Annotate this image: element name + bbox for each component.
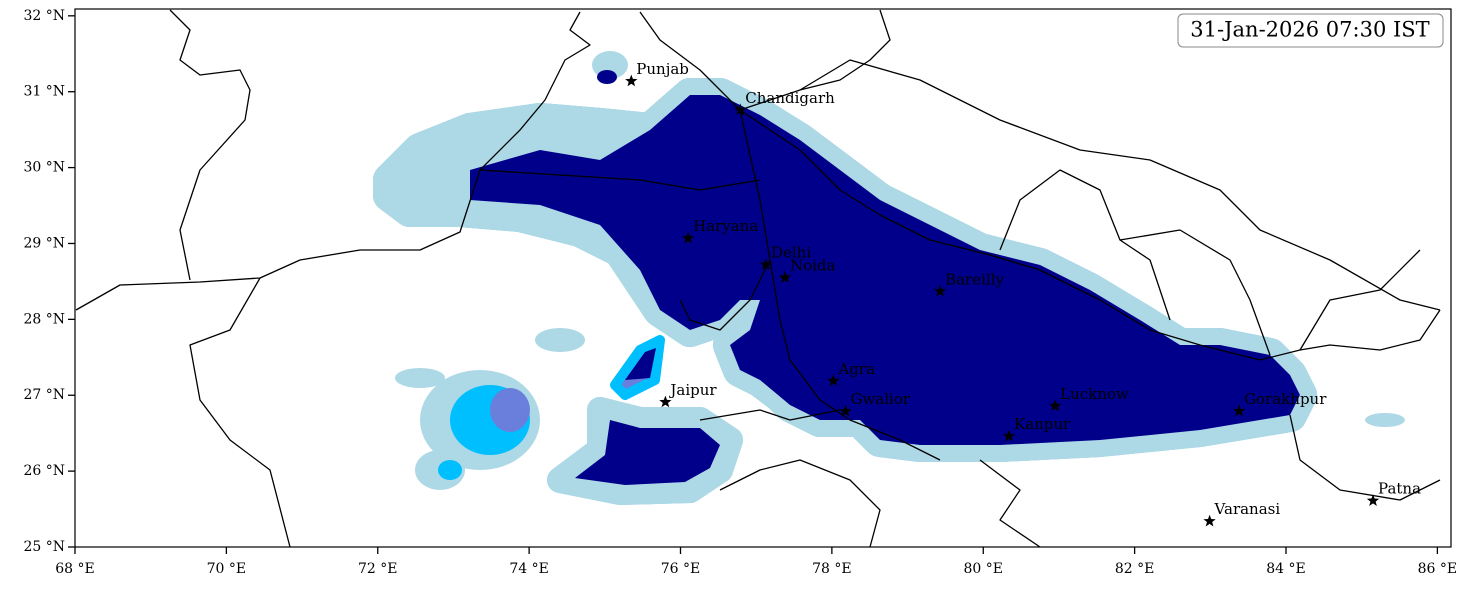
place-label: Haryana: [693, 217, 758, 235]
fog-rajasthan: [395, 51, 1405, 505]
y-tick-label: 31 °N: [23, 84, 65, 100]
place-marker: [1366, 494, 1380, 506]
y-tick-label: 30 °N: [23, 160, 65, 176]
border: [679, 109, 771, 331]
place-marker: [839, 404, 852, 417]
place-marker: [778, 271, 792, 283]
y-tick-label: 32 °N: [23, 8, 65, 24]
place-marker: [734, 103, 747, 116]
x-tick-label: 86 °E: [1418, 561, 1457, 577]
x-tick-label: 82 °E: [1115, 561, 1154, 577]
axes: 68 °E 70 °E 72 °E 74 °E 76 °E 78 °E 80 °E 82 °E…: [23, 8, 1457, 577]
y-tick-label: 27 °N: [23, 387, 65, 403]
place-label: Patna: [1378, 480, 1421, 498]
x-tick-label: 74 °E: [509, 561, 548, 577]
timestamp-box: [1177, 13, 1444, 48]
y-tick-label: 26 °N: [23, 463, 65, 479]
place-label: Chandigarh: [745, 89, 835, 107]
border: [1289, 414, 1441, 501]
place-label: Noida: [790, 257, 836, 275]
place-marker: [933, 284, 947, 297]
x-tick-label: 68 °E: [55, 561, 94, 577]
place-marker: [1232, 404, 1246, 417]
place-marker: [759, 258, 773, 270]
x-tick-label: 72 °E: [358, 561, 397, 577]
map-frame: [74, 8, 1452, 548]
x-tick-label: 70 °E: [207, 561, 246, 577]
fog-layer: [373, 51, 1405, 505]
border: [799, 59, 1441, 311]
place-label: Varanasi: [1214, 500, 1281, 518]
x-tick-label: 80 °E: [964, 561, 1003, 577]
place-label: Gwalior: [850, 390, 910, 408]
place-marker: [1002, 429, 1016, 442]
x-tick-label: 76 °E: [661, 561, 700, 577]
place-label: Agra: [837, 360, 875, 378]
place-label: Lucknow: [1060, 385, 1129, 403]
y-tick-label: 29 °N: [23, 235, 65, 251]
place-marker: [681, 231, 695, 244]
border: [699, 409, 841, 421]
boundaries: [75, 9, 1441, 548]
place-label: Kanpur: [1014, 415, 1071, 433]
border: [719, 459, 881, 548]
place-marker: [659, 395, 672, 408]
place-marker: [1049, 399, 1062, 412]
place-label: Bareilly: [945, 270, 1004, 288]
place-label: Delhi: [771, 244, 811, 262]
border: [189, 277, 291, 548]
x-tick-label: 84 °E: [1266, 561, 1305, 577]
border: [739, 109, 1441, 361]
place-marker: [827, 374, 840, 387]
x-tick-label: 78 °E: [812, 561, 851, 577]
place-label: Punjab: [636, 60, 689, 78]
place-label: Gorakhpur: [1244, 390, 1327, 408]
border: [169, 9, 251, 281]
y-tick-label: 25 °N: [23, 539, 65, 555]
border: [479, 169, 761, 191]
timestamp: 31-Jan-2026 07:30 IST: [1190, 18, 1429, 42]
border: [769, 259, 941, 461]
place-marker: [625, 74, 638, 87]
fog-main: [373, 78, 1317, 462]
place-marker: [1203, 514, 1216, 527]
border: [979, 459, 1041, 548]
border: [75, 11, 591, 311]
place-label: Jaipur: [668, 381, 717, 399]
border: [999, 169, 1421, 356]
y-tick-label: 28 °N: [23, 311, 65, 327]
